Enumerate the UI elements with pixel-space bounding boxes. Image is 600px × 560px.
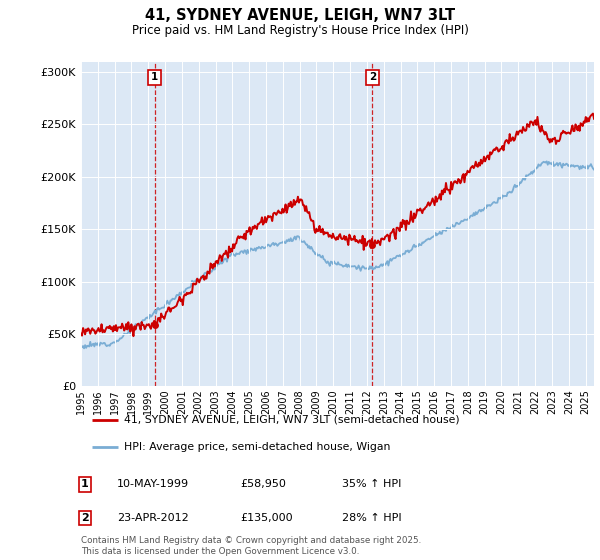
Text: 1: 1 [81, 479, 89, 489]
Text: 41, SYDNEY AVENUE, LEIGH, WN7 3LT: 41, SYDNEY AVENUE, LEIGH, WN7 3LT [145, 8, 455, 24]
Text: HPI: Average price, semi-detached house, Wigan: HPI: Average price, semi-detached house,… [124, 442, 391, 452]
Text: 41, SYDNEY AVENUE, LEIGH, WN7 3LT (semi-detached house): 41, SYDNEY AVENUE, LEIGH, WN7 3LT (semi-… [124, 414, 460, 424]
Text: 35% ↑ HPI: 35% ↑ HPI [342, 479, 401, 489]
Text: 2: 2 [81, 513, 89, 523]
Text: £58,950: £58,950 [240, 479, 286, 489]
Text: £135,000: £135,000 [240, 513, 293, 523]
Text: Price paid vs. HM Land Registry's House Price Index (HPI): Price paid vs. HM Land Registry's House … [131, 24, 469, 36]
Text: Contains HM Land Registry data © Crown copyright and database right 2025.
This d: Contains HM Land Registry data © Crown c… [81, 536, 421, 556]
Text: 23-APR-2012: 23-APR-2012 [117, 513, 189, 523]
Text: 1: 1 [151, 72, 158, 82]
Text: 10-MAY-1999: 10-MAY-1999 [117, 479, 189, 489]
Text: 2: 2 [368, 72, 376, 82]
Text: 28% ↑ HPI: 28% ↑ HPI [342, 513, 401, 523]
